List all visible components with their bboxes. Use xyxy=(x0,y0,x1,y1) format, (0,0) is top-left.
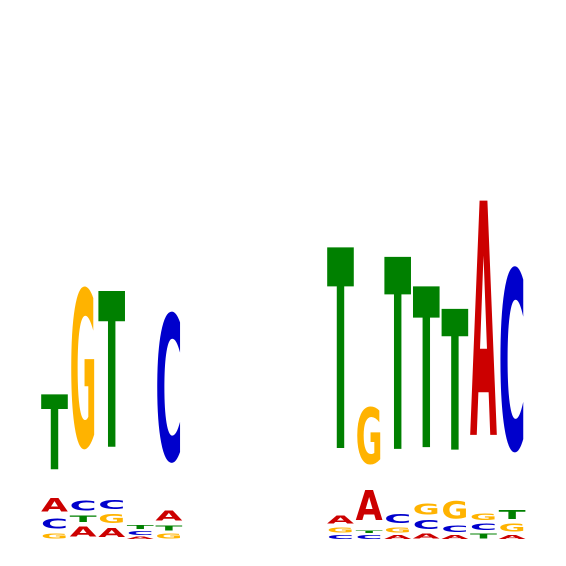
logo-letter-T-pos-3: T xyxy=(98,249,125,498)
logo-letter-A-pos-1: A xyxy=(41,494,68,516)
logo-letter-A-pos-2: A xyxy=(70,524,98,540)
logo-letter-G-pos-16: G xyxy=(470,512,497,522)
logo-letter-T-pos-13: T xyxy=(384,205,411,511)
logo-letter-T-pos-5: T xyxy=(155,524,183,532)
logo-letter-G-pos-11: G xyxy=(327,526,354,534)
logo-letter-C-pos-16: C xyxy=(470,522,497,532)
logo-letter-A-pos-12: A xyxy=(356,482,383,529)
logo-letter-A-pos-15: A xyxy=(441,534,469,540)
logo-letter-A-pos-3: A xyxy=(98,527,126,541)
logo-letter-C-pos-15: C xyxy=(441,524,468,534)
logo-letter-C-pos-13: C xyxy=(384,513,411,527)
logo-letter-C-pos-5: C xyxy=(155,275,182,507)
logo-letter-A-pos-4: A xyxy=(127,536,155,540)
logo-letter-C-pos-4: C xyxy=(127,530,154,536)
logo-letter-G-pos-5: G xyxy=(155,532,182,540)
logo-letter-G-pos-13: G xyxy=(384,526,411,534)
logo-letter-G-pos-2: G xyxy=(70,248,97,498)
logo-letter-C-pos-2: C xyxy=(70,498,97,514)
logo-letter-T-pos-4: T xyxy=(127,524,155,530)
logo-letter-T-pos-17: T xyxy=(499,508,526,522)
logo-letter-G-pos-12: G xyxy=(356,392,383,482)
logo-letter-T-pos-14: T xyxy=(413,244,440,500)
logo-letter-C-pos-17: C xyxy=(499,221,526,508)
logo-letter-C-pos-14: C xyxy=(413,519,440,533)
logo-letter-A-pos-16: A xyxy=(470,137,497,511)
logo-letter-G-pos-3: G xyxy=(98,512,125,526)
logo-letter-T-pos-12: T xyxy=(356,530,383,534)
logo-letter-G-pos-17: G xyxy=(499,522,526,534)
logo-letter-T-pos-2: T xyxy=(70,514,98,524)
logo-letter-G-pos-14: G xyxy=(413,501,440,519)
logo-letter-C-pos-1: C xyxy=(41,516,68,532)
logo-letter-A-pos-11: A xyxy=(327,514,354,526)
logo-letter-A-pos-17: A xyxy=(499,534,527,540)
logo-letter-C-pos-11: C xyxy=(327,534,354,540)
logo-letter-A-pos-5: A xyxy=(155,508,183,524)
logo-letter-A-pos-14: A xyxy=(413,532,441,540)
logo-letter-T-pos-16: T xyxy=(470,532,498,540)
logo-letter-C-pos-12: C xyxy=(356,534,383,540)
logo-letter-T-pos-1: T xyxy=(41,376,68,495)
logo-letter-T-pos-11: T xyxy=(327,195,354,514)
logo-letter-G-pos-1: G xyxy=(41,532,68,540)
logo-letter-A-pos-13: A xyxy=(384,534,412,540)
logo-letter-C-pos-3: C xyxy=(98,499,125,513)
logo-letter-G-pos-15: G xyxy=(441,496,468,524)
logo-position-4: ACT xyxy=(127,524,155,540)
logo-letter-T-pos-15: T xyxy=(441,271,468,495)
